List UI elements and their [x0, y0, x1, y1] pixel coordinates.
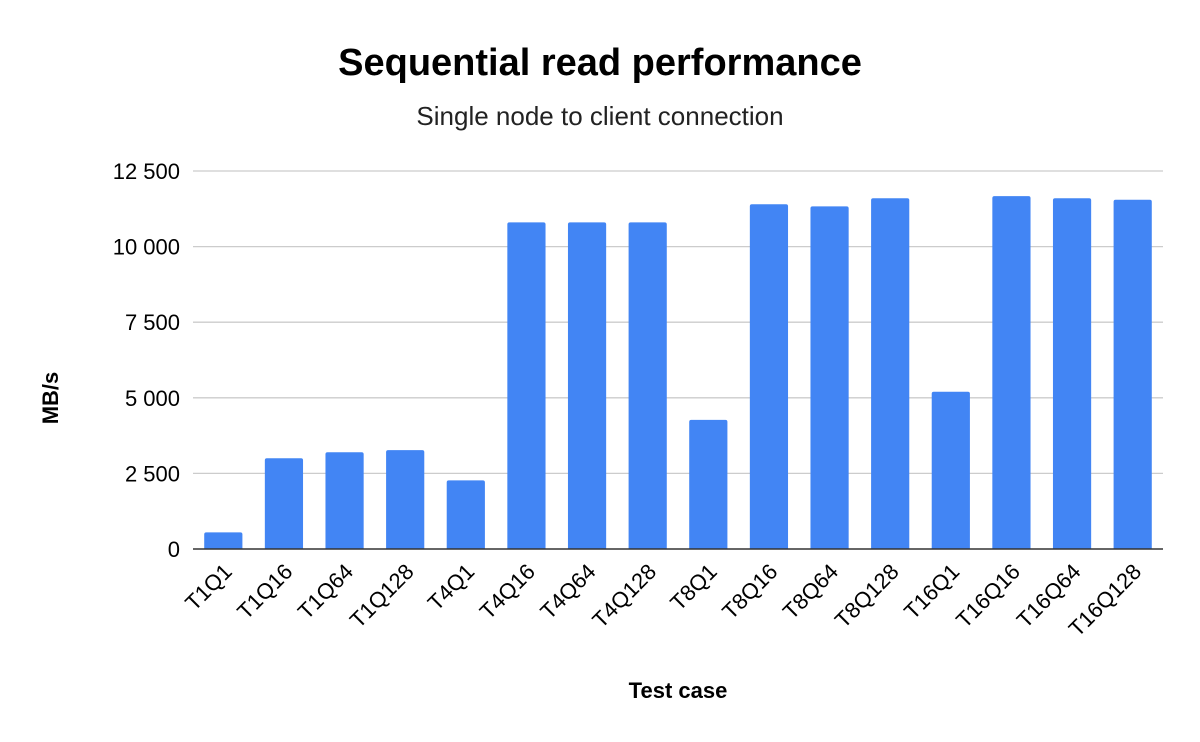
y-tick-label: 0: [168, 537, 180, 562]
x-tick-label: T4Q1: [423, 559, 480, 616]
bar-t16q64: [1052, 198, 1092, 549]
bars: [204, 196, 1152, 550]
x-tick-label: T1Q16: [232, 559, 297, 624]
bar-t8q64: [810, 206, 849, 549]
x-tick-label: T1Q128: [345, 559, 419, 633]
bar-t8q1: [689, 419, 728, 549]
bar-t1q1: [204, 532, 243, 549]
chart-subtitle: Single node to client connection: [416, 101, 783, 131]
x-axis-title: Test case: [629, 678, 728, 703]
x-tick-label: T8Q128: [830, 559, 904, 633]
bar-t8q16: [749, 204, 789, 549]
x-tick-label: T16Q16: [951, 559, 1025, 633]
x-tick-label: T1Q1: [180, 559, 237, 616]
bar-t1q64: [325, 452, 364, 549]
x-tick-label: T8Q16: [717, 559, 782, 624]
x-tick-label: T4Q128: [587, 559, 661, 633]
y-axis-title: MB/s: [38, 372, 63, 425]
y-tick-label: 7 500: [125, 310, 180, 335]
bar-t4q64: [567, 222, 607, 549]
bar-t16q1: [931, 391, 970, 549]
bar-t4q1: [446, 480, 485, 549]
y-tick-label: 12 500: [113, 159, 180, 184]
bar-t4q16: [507, 222, 546, 549]
x-tick-label: T4Q16: [475, 559, 540, 624]
y-tick-label: 5 000: [125, 386, 180, 411]
y-tick-label: 10 000: [113, 235, 180, 260]
bar-t16q16: [992, 196, 1031, 550]
y-tick-label: 2 500: [125, 461, 180, 486]
y-axis-ticks: 0 2 500 5 000 7 500 10 000 12 500: [113, 159, 180, 562]
bar-t1q128: [386, 450, 425, 549]
bar-t16q128: [1113, 199, 1152, 549]
x-tick-label: T8Q1: [665, 559, 722, 616]
chart-title: Sequential read performance: [338, 42, 862, 84]
bar-t8q128: [871, 198, 910, 549]
bar-t1q16: [264, 458, 304, 549]
bar-t4q128: [628, 222, 667, 549]
